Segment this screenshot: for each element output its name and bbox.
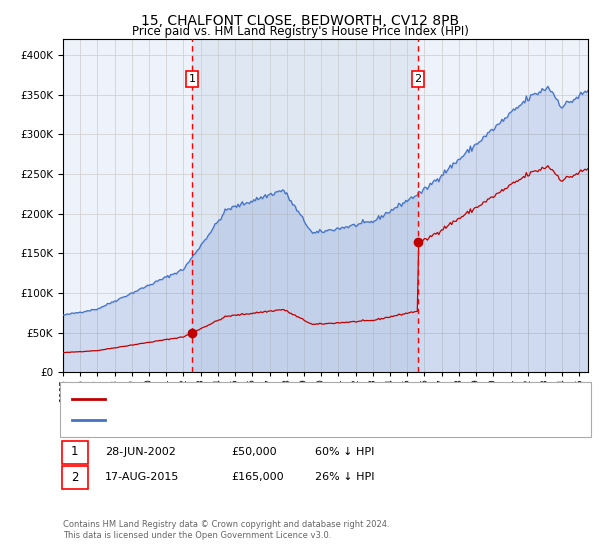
Text: 17-AUG-2015: 17-AUG-2015 [105,472,179,482]
Text: 2: 2 [415,74,422,84]
Text: Contains HM Land Registry data © Crown copyright and database right 2024.: Contains HM Land Registry data © Crown c… [63,520,389,529]
Text: This data is licensed under the Open Government Licence v3.0.: This data is licensed under the Open Gov… [63,531,331,540]
Text: 60% ↓ HPI: 60% ↓ HPI [315,447,374,457]
Text: 15, CHALFONT CLOSE, BEDWORTH, CV12 8PB: 15, CHALFONT CLOSE, BEDWORTH, CV12 8PB [141,14,459,28]
Text: Price paid vs. HM Land Registry's House Price Index (HPI): Price paid vs. HM Land Registry's House … [131,25,469,38]
Text: HPI: Average price, detached house, Nuneaton and Bedworth: HPI: Average price, detached house, Nune… [112,415,432,425]
Bar [192,39,418,372]
Text: 1: 1 [71,445,79,459]
Text: 2: 2 [71,470,79,484]
Text: 15, CHALFONT CLOSE, BEDWORTH, CV12 8PB (detached house): 15, CHALFONT CLOSE, BEDWORTH, CV12 8PB (… [112,394,445,404]
Text: 26% ↓ HPI: 26% ↓ HPI [315,472,374,482]
Text: £50,000: £50,000 [231,447,277,457]
Text: 28-JUN-2002: 28-JUN-2002 [105,447,176,457]
Text: £165,000: £165,000 [231,472,284,482]
Text: 1: 1 [188,74,196,84]
